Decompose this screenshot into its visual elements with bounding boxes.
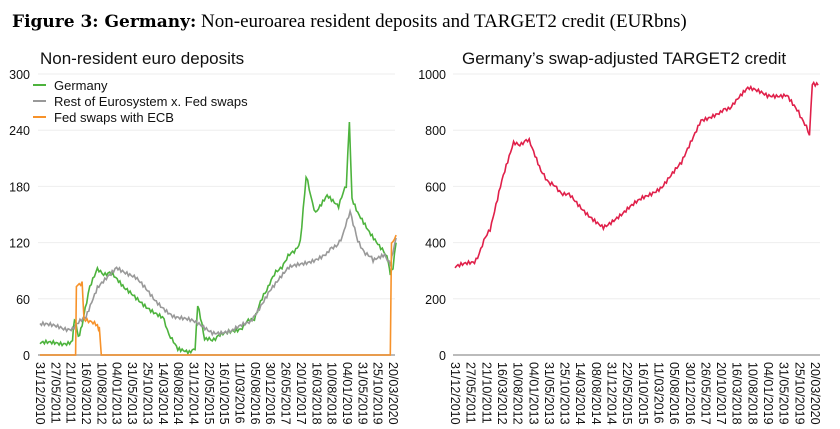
x-tick-label: 16/10/2015 xyxy=(636,362,650,425)
x-tick-label: 14/03/2014 xyxy=(573,362,587,425)
figure-title: Figure 3: Germany: Non-euroarea resident… xyxy=(12,11,687,32)
y-tick-label: 1000 xyxy=(418,68,446,82)
x-tick-label: 10/08/2012 xyxy=(511,362,525,425)
x-tick-label: 31/05/2019 xyxy=(355,362,369,425)
y-tick-label: 120 xyxy=(9,237,30,251)
x-tick-label: 26/05/2017 xyxy=(279,362,293,425)
legend-label: Germany xyxy=(54,78,108,93)
right-chart-title: Germany’s swap-adjusted TARGET2 credit xyxy=(462,49,786,68)
x-tick-label: 16/03/2012 xyxy=(495,362,509,425)
series-line-germany xyxy=(39,121,397,356)
x-tick-label: 31/12/2010 xyxy=(33,362,47,425)
y-tick-label: 400 xyxy=(425,237,446,251)
x-tick-label: 27/05/2011 xyxy=(48,362,62,424)
x-tick-label: 31/12/2010 xyxy=(448,362,462,425)
x-tick-label: 16/03/2012 xyxy=(79,362,93,425)
x-tick-label: 16/10/2015 xyxy=(217,362,231,425)
x-tick-label: 05/08/2016 xyxy=(248,362,262,425)
x-tick-label: 20/03/2020 xyxy=(386,362,400,425)
y-tick-label: 200 xyxy=(425,293,446,307)
x-tick-label: 30/12/2016 xyxy=(263,362,277,425)
series-line-target2-credit xyxy=(454,80,819,269)
y-tick-label: 60 xyxy=(16,293,30,307)
x-tick-label: 25/10/2013 xyxy=(140,362,154,425)
x-tick-label: 31/12/2014 xyxy=(186,362,200,425)
x-tick-label: 16/03/2018 xyxy=(730,362,744,425)
x-tick-label: 11/03/2016 xyxy=(233,362,247,424)
y-tick-label: 0 xyxy=(439,349,446,363)
y-tick-label: 800 xyxy=(425,124,446,138)
x-tick-label: 27/05/2011 xyxy=(464,362,478,424)
left-chart: 0 60 120 180 240 300 31/12/2010 27/05/2011 21/10… xyxy=(9,68,400,425)
y-tick-label: 600 xyxy=(425,180,446,194)
x-tick-label: 04/01/2019 xyxy=(761,362,775,425)
x-tick-label: 08/08/2014 xyxy=(171,362,185,425)
x-tick-label: 31/05/2019 xyxy=(777,362,791,425)
x-tick-label: 05/08/2016 xyxy=(667,362,681,425)
legend-label: Fed swaps with ECB xyxy=(54,110,174,125)
x-tick-label: 16/03/2018 xyxy=(309,362,323,425)
x-tick-label: 20/03/2020 xyxy=(808,362,822,425)
x-tick-label: 30/12/2016 xyxy=(683,362,697,425)
x-tick-label: 10/08/2012 xyxy=(94,362,108,425)
x-tick-label: 14/03/2014 xyxy=(156,362,170,425)
x-tick-label: 20/10/2017 xyxy=(294,362,308,425)
x-tick-label: 21/10/2011 xyxy=(479,362,493,424)
x-tick-label: 11/03/2016 xyxy=(651,362,665,424)
x-tick-label: 21/10/2011 xyxy=(64,362,78,424)
x-tick-label: 04/01/2019 xyxy=(340,362,354,425)
left-chart-title: Non-resident euro deposits xyxy=(40,49,244,68)
x-tick-label: 25/10/2019 xyxy=(792,362,806,425)
x-tick-label: 25/10/2013 xyxy=(558,362,572,425)
x-tick-label: 31/12/2014 xyxy=(605,362,619,425)
x-tick-label: 22/05/2015 xyxy=(202,362,216,425)
x-tick-label: 04/01/2013 xyxy=(526,362,540,425)
x-tick-label: 25/10/2019 xyxy=(371,362,385,425)
y-tick-label: 300 xyxy=(9,68,30,82)
legend-label: Rest of Eurosystem x. Fed swaps xyxy=(54,94,248,109)
y-tick-label: 0 xyxy=(23,349,30,363)
x-tick-label: 10/08/2018 xyxy=(745,362,759,425)
x-tick-label: 26/05/2017 xyxy=(698,362,712,425)
x-tick-label: 04/01/2013 xyxy=(110,362,124,425)
x-tick-label: 31/05/2013 xyxy=(125,362,139,425)
y-tick-label: 180 xyxy=(9,180,30,194)
series-line-rest-of-eurosystem-x-fed-swaps xyxy=(39,208,397,337)
series-line-fed-swaps-with-ecb xyxy=(40,234,397,356)
x-tick-label: 31/05/2013 xyxy=(542,362,556,425)
x-tick-label: 20/10/2017 xyxy=(714,362,728,425)
right-chart: 0 200 400 600 800 1000 31/12/2010 27/05/2011 21/… xyxy=(418,68,822,425)
x-tick-label: 08/08/2014 xyxy=(589,362,603,425)
x-tick-label: 10/08/2018 xyxy=(325,362,339,425)
x-tick-label: 22/05/2015 xyxy=(620,362,634,425)
y-tick-label: 240 xyxy=(9,124,30,138)
